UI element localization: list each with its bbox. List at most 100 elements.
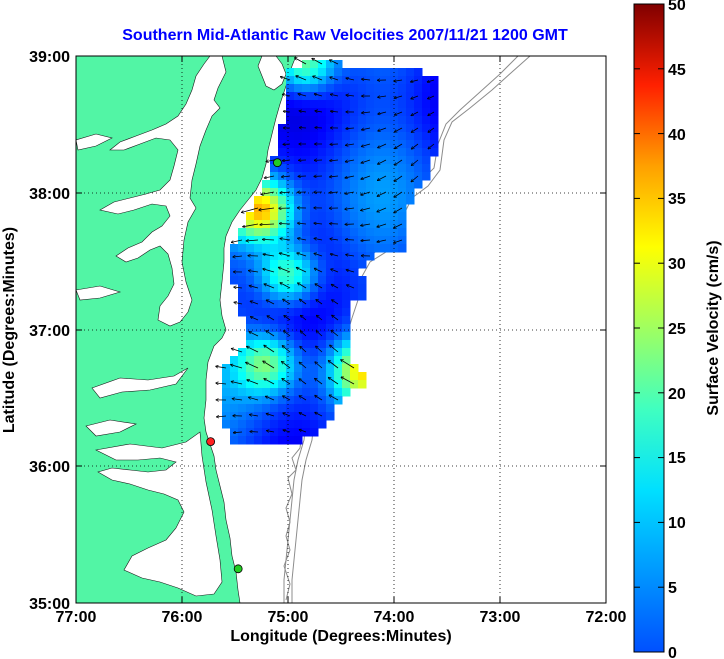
velocity-cell <box>254 220 263 229</box>
velocity-cell <box>382 236 391 245</box>
velocity-cell <box>342 380 351 389</box>
velocity-cell <box>286 404 295 413</box>
velocity-cell <box>414 132 423 141</box>
velocity-cell <box>334 324 343 333</box>
velocity-cell <box>246 308 255 317</box>
velocity-cell <box>342 92 351 101</box>
velocity-cell <box>334 180 343 189</box>
velocity-cell <box>294 132 303 141</box>
velocity-cell <box>230 420 239 429</box>
velocity-cell <box>374 204 383 213</box>
velocity-cell <box>270 196 279 205</box>
velocity-cell <box>286 188 295 197</box>
velocity-cell <box>334 84 343 93</box>
velocity-cell <box>334 396 343 405</box>
velocity-cell <box>318 276 327 285</box>
velocity-cell <box>398 84 407 93</box>
velocity-cell <box>254 284 263 293</box>
velocity-cell <box>358 140 367 149</box>
velocity-arrow <box>282 379 291 385</box>
velocity-cell <box>422 148 431 157</box>
velocity-cell <box>350 268 359 277</box>
velocity-arrow <box>316 315 323 321</box>
velocity-cell <box>334 316 343 325</box>
velocity-cell <box>342 164 351 173</box>
velocity-cell <box>342 300 351 309</box>
velocity-cell <box>318 420 327 429</box>
velocity-cell <box>318 188 327 197</box>
velocity-cell <box>382 164 391 173</box>
velocity-cell <box>382 124 391 133</box>
velocity-cell <box>302 308 311 317</box>
velocity-cell <box>382 148 391 157</box>
radar-site-marker <box>233 564 243 574</box>
velocity-arrow <box>249 286 259 289</box>
velocity-arrow <box>330 239 339 240</box>
velocity-cell <box>350 100 359 109</box>
velocity-arrow <box>362 112 371 113</box>
velocity-cell <box>326 340 335 349</box>
velocity-arrow <box>233 432 243 433</box>
velocity-cell <box>310 396 319 405</box>
velocity-cell <box>262 364 271 373</box>
velocity-cell <box>246 364 255 373</box>
velocity-cell <box>222 420 231 429</box>
velocity-arrow <box>328 360 339 369</box>
velocity-cell <box>318 292 327 301</box>
velocity-cell <box>302 212 311 221</box>
velocity-arrow <box>346 128 355 129</box>
velocity-cell <box>374 116 383 125</box>
velocity-cell <box>238 260 247 269</box>
velocity-cell <box>326 284 335 293</box>
velocity-cell <box>230 260 239 269</box>
velocity-cell <box>334 100 343 109</box>
velocity-cell <box>294 268 303 277</box>
velocity-cell <box>414 100 423 109</box>
velocity-cell <box>334 132 343 141</box>
velocity-cell <box>358 76 367 85</box>
velocity-cell <box>238 308 247 317</box>
velocity-cell <box>382 108 391 117</box>
velocity-arrow <box>232 399 243 400</box>
velocity-arrow <box>231 348 243 353</box>
velocity-cell <box>318 108 327 117</box>
velocity-cell <box>342 348 351 357</box>
velocity-cell <box>294 436 303 445</box>
velocity-cell <box>414 84 423 93</box>
velocity-arrow <box>249 332 259 337</box>
velocity-cell <box>278 412 287 421</box>
velocity-cell <box>278 396 287 405</box>
velocity-cell <box>310 284 319 293</box>
velocity-cell <box>286 268 295 277</box>
velocity-arrow <box>243 223 259 227</box>
velocity-cell <box>398 92 407 101</box>
velocity-cell <box>310 268 319 277</box>
velocity-arrow <box>329 60 339 65</box>
velocity-cell <box>414 68 423 77</box>
velocity-cell <box>294 356 303 365</box>
velocity-arrow <box>361 191 371 195</box>
grid-lines <box>76 56 606 603</box>
velocity-cell <box>342 332 351 341</box>
velocity-cell <box>286 220 295 229</box>
velocity-cell <box>358 148 367 157</box>
velocity-cell <box>366 180 375 189</box>
velocity-cell <box>358 228 367 237</box>
velocity-arrow <box>316 346 323 353</box>
velocity-cell <box>286 436 295 445</box>
velocity-cell <box>270 356 279 365</box>
velocity-cell <box>350 244 359 253</box>
velocity-cell <box>430 116 439 125</box>
velocity-cell <box>278 244 287 253</box>
colorbar-tick-label: 15 <box>668 450 686 467</box>
velocity-arrow <box>266 160 275 162</box>
velocity-arrow <box>345 191 355 194</box>
velocity-cell <box>270 396 279 405</box>
velocity-cell <box>246 212 255 221</box>
velocity-cell <box>230 404 239 413</box>
velocity-cell <box>270 308 279 317</box>
velocity-cell <box>270 212 279 221</box>
velocity-cell <box>302 116 311 125</box>
velocity-cell <box>238 372 247 381</box>
velocity-arrow <box>394 127 403 132</box>
